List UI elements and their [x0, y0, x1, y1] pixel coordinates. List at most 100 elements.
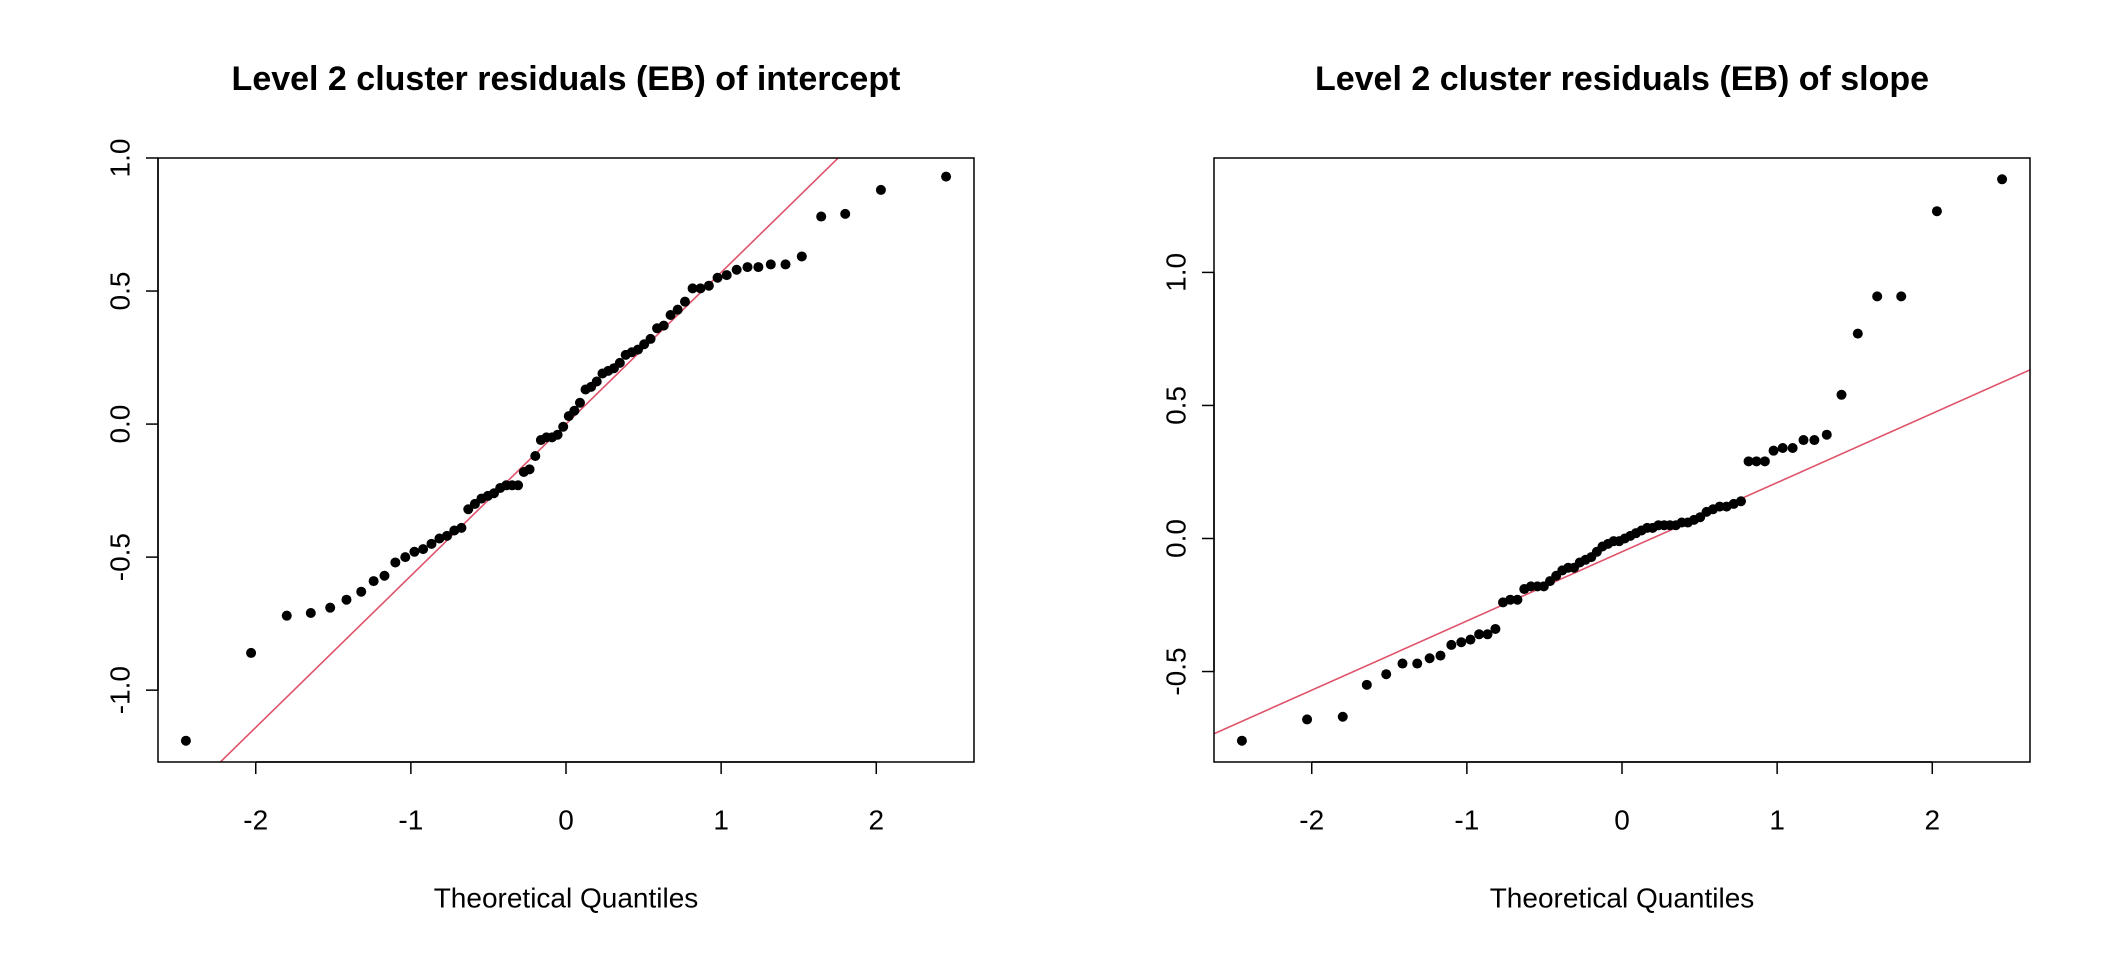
point — [1337, 711, 1348, 722]
point — [379, 570, 390, 581]
qq-line — [1214, 369, 2030, 735]
point — [569, 405, 580, 416]
point — [574, 397, 585, 408]
y-tick-label: -0.5 — [1160, 647, 1191, 695]
point — [463, 504, 474, 515]
x-tick-label: 1 — [1769, 804, 1785, 835]
point — [1482, 629, 1493, 640]
x-tick-label: 1 — [713, 804, 729, 835]
point — [658, 320, 669, 331]
point — [695, 283, 706, 294]
x-tick-label: -1 — [398, 804, 423, 835]
point — [1751, 456, 1762, 467]
point — [552, 429, 563, 440]
point — [614, 357, 625, 368]
point — [1809, 435, 1820, 446]
point — [1397, 658, 1408, 669]
point — [712, 272, 723, 283]
point — [645, 333, 656, 344]
point — [1852, 328, 1863, 339]
y-tick-label: 0.0 — [104, 405, 135, 444]
y-tick-label: 0.0 — [1160, 519, 1191, 558]
point — [1768, 445, 1779, 456]
point — [325, 602, 336, 613]
point — [305, 607, 316, 618]
y-tick-label: 1.0 — [1160, 253, 1191, 292]
point — [840, 208, 851, 219]
plot-box — [157, 157, 975, 763]
point — [1512, 594, 1523, 605]
point — [1931, 206, 1942, 217]
point — [368, 576, 379, 587]
point — [875, 184, 886, 195]
point — [558, 421, 569, 432]
point — [721, 270, 732, 281]
x-tick-label: -2 — [243, 804, 268, 835]
point — [1735, 496, 1746, 507]
point — [1490, 623, 1501, 634]
chart-title: Level 2 cluster residuals (EB) of interc… — [232, 60, 901, 98]
point — [1836, 389, 1847, 400]
point — [1505, 594, 1516, 605]
point — [941, 171, 952, 182]
point — [1821, 429, 1832, 440]
point — [524, 464, 535, 475]
point — [780, 259, 791, 270]
point — [731, 264, 742, 275]
x-tick-label: -2 — [1299, 804, 1324, 835]
point — [591, 376, 602, 387]
point — [390, 557, 401, 568]
point — [530, 451, 541, 462]
point — [1435, 650, 1446, 661]
point — [281, 610, 292, 621]
x-tick-label: 0 — [1614, 804, 1630, 835]
point — [679, 296, 690, 307]
point — [1997, 174, 2008, 185]
point — [1743, 456, 1754, 467]
x-tick-label: 2 — [1924, 804, 1940, 835]
x-axis-label: Theoretical Quantiles — [1490, 882, 1755, 913]
plot-box — [1213, 157, 2031, 763]
point — [418, 544, 429, 555]
point — [1381, 669, 1392, 680]
point — [434, 533, 445, 544]
point — [1787, 443, 1798, 454]
point — [246, 647, 257, 658]
point — [442, 530, 453, 541]
point — [1465, 634, 1476, 645]
x-tick-label: 0 — [558, 804, 574, 835]
point — [1474, 629, 1485, 640]
x-tick-label: -1 — [1454, 804, 1479, 835]
point — [665, 309, 676, 320]
panel: Level 2 cluster residuals (EB) of slope T… — [1160, 60, 2031, 913]
point — [1236, 735, 1247, 746]
y-tick-label: 0.5 — [1160, 386, 1191, 425]
point — [742, 262, 753, 273]
point — [180, 735, 191, 746]
y-tick-label: -1.0 — [104, 666, 135, 714]
point — [796, 251, 807, 262]
y-tick-label: 1.0 — [104, 139, 135, 178]
point — [400, 552, 411, 563]
y-tick-label: 0.5 — [104, 272, 135, 311]
point — [426, 538, 437, 549]
point — [765, 259, 776, 270]
point — [1872, 291, 1883, 302]
point — [672, 304, 683, 315]
point — [1798, 435, 1809, 446]
y-tick-label: -0.5 — [104, 533, 135, 581]
point — [687, 283, 698, 294]
point — [1424, 653, 1435, 664]
point — [1446, 639, 1457, 650]
point — [1302, 714, 1313, 725]
point — [409, 546, 420, 557]
point — [753, 262, 764, 273]
point — [341, 594, 352, 605]
point — [703, 280, 714, 291]
point — [1896, 291, 1907, 302]
point — [456, 522, 467, 533]
point — [356, 586, 367, 597]
x-tick-label: 2 — [868, 804, 884, 835]
